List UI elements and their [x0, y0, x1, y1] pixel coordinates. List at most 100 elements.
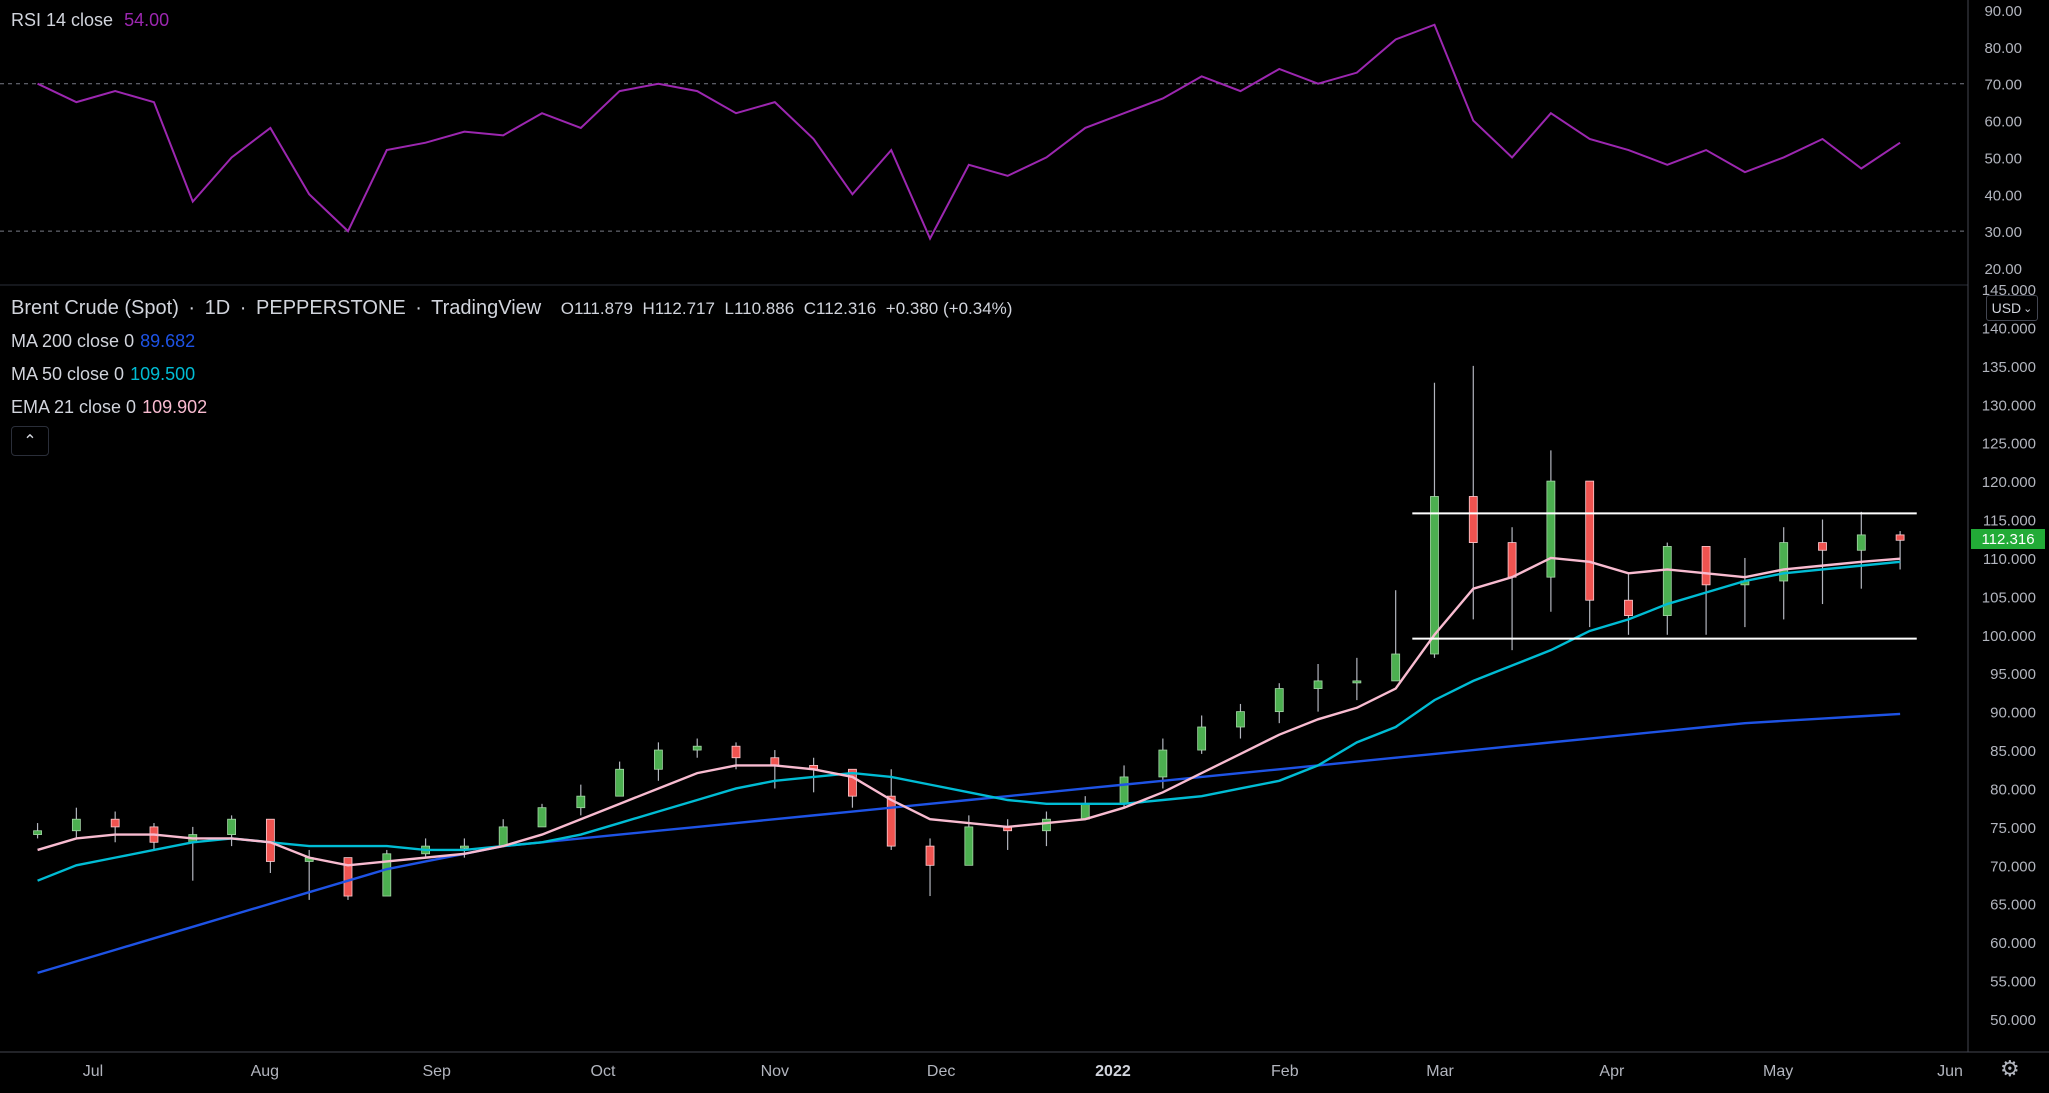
- candle-body-down: [1585, 480, 1595, 601]
- rsi-axis-tick: 20.00: [1984, 261, 2022, 278]
- indicator-label: EMA 21 close 0: [11, 397, 137, 417]
- candle: [1313, 663, 1323, 712]
- candle: [265, 818, 275, 873]
- price-axis-tick: 115.000: [1983, 513, 2036, 530]
- candle-body-up: [1546, 480, 1556, 578]
- candle: [848, 768, 857, 808]
- ohlc-low: L110.886: [724, 299, 795, 318]
- candle-body-up: [1352, 680, 1362, 684]
- chevron-up-icon: ⌃: [23, 433, 37, 450]
- candle-body-up: [227, 818, 236, 835]
- separator: ·: [239, 297, 247, 319]
- candle: [925, 838, 935, 897]
- price-axis-tick: 70.000: [1990, 858, 2036, 875]
- candle-body-up: [498, 826, 508, 847]
- rsi-axis-tick: 50.00: [1984, 150, 2022, 167]
- candle: [1507, 527, 1517, 651]
- broker: PEPPERSTONE: [256, 297, 406, 319]
- candle-body-up: [1158, 749, 1168, 778]
- rsi-axis-tick: 60.00: [1984, 114, 2022, 131]
- symbol-name[interactable]: Brent Crude (Spot): [11, 297, 179, 319]
- rsi-axis-tick: 30.00: [1984, 224, 2022, 241]
- indicator-line: [37, 560, 1901, 882]
- time-axis-tick: Nov: [761, 1063, 789, 1080]
- separator: ·: [415, 297, 422, 319]
- time-axis-tick: Aug: [251, 1063, 279, 1080]
- indicator-line: [37, 556, 1901, 867]
- candle-body-down: [265, 818, 275, 862]
- candle: [421, 838, 430, 858]
- ohlc-open: O111.879: [560, 299, 633, 318]
- rsi-label: RSI 14 close: [11, 10, 114, 30]
- candle: [1236, 703, 1245, 739]
- candle: [576, 784, 586, 816]
- indicator-line: [37, 712, 1901, 975]
- ohlc-high: H112.717: [642, 299, 715, 318]
- price-axis-tick: 100.000: [1982, 628, 2036, 645]
- candle: [1430, 382, 1439, 658]
- time-axis-tick: Feb: [1271, 1063, 1299, 1080]
- price-axis-tick: 125.000: [1982, 436, 2036, 453]
- candle-body-down: [1701, 546, 1711, 586]
- candle: [188, 826, 198, 881]
- candle-body-up: [1197, 726, 1207, 751]
- candle-body-down: [343, 857, 353, 897]
- candle-body-down: [1895, 534, 1905, 541]
- candle: [1740, 557, 1750, 628]
- candle: [1352, 657, 1362, 701]
- candle: [1391, 590, 1401, 682]
- time-axis-tick: 2022: [1095, 1063, 1131, 1080]
- candle-body-up: [71, 818, 81, 832]
- candle: [1468, 365, 1478, 620]
- price-axis-tick: 145.000: [1982, 282, 2036, 299]
- indicator-value: 89.682: [140, 331, 196, 351]
- price-axis-tick: 75.000: [1990, 820, 2036, 837]
- candle: [33, 823, 42, 839]
- separator: ·: [188, 297, 196, 319]
- time-axis-tick: Apr: [1599, 1063, 1625, 1080]
- candle: [886, 769, 896, 850]
- indicator-label: MA 50 close 0: [11, 364, 125, 384]
- time-axis-tick: Dec: [927, 1063, 955, 1080]
- candle-body-up: [1662, 546, 1672, 616]
- gear-icon[interactable]: ⚙: [2000, 1056, 2020, 1081]
- candle-body-down: [886, 795, 896, 847]
- candle-body-down: [848, 768, 857, 797]
- candle-body-up: [654, 749, 663, 770]
- last-price-label: 112.316: [1971, 529, 2045, 549]
- indicator-value: 109.500: [130, 364, 196, 384]
- candle: [1818, 519, 1827, 605]
- candle: [654, 742, 663, 781]
- collapse-legend-button[interactable]: ⌃: [11, 426, 49, 456]
- candle: [1197, 715, 1207, 754]
- indicator-ema21[interactable]: EMA 21 close 0 109.902: [11, 397, 207, 418]
- candle-body-up: [1274, 688, 1284, 713]
- candle-body-up: [1779, 542, 1789, 582]
- candle: [1662, 542, 1672, 635]
- price-axis-tick: 50.000: [1990, 1012, 2036, 1029]
- currency-select[interactable]: USD ⌄: [1986, 295, 2038, 321]
- candle-body-up: [615, 768, 625, 797]
- candle: [110, 811, 120, 843]
- currency-value: USD: [1991, 300, 2022, 316]
- rsi-axis-tick: 90.00: [1984, 3, 2022, 20]
- candle-body-up: [964, 826, 974, 866]
- indicator-label: MA 200 close 0: [11, 331, 135, 351]
- candle-body-up: [33, 830, 42, 835]
- indicator-ma200[interactable]: MA 200 close 0 89.682: [11, 331, 195, 352]
- candle: [1624, 573, 1633, 635]
- rsi-pane: [0, 23, 1968, 241]
- interval[interactable]: 1D: [204, 297, 231, 319]
- candle-body-down: [1624, 599, 1633, 616]
- candle: [1856, 511, 1866, 589]
- rsi-value: 54.00: [124, 10, 170, 30]
- price-axis-tick: 110.000: [1983, 551, 2036, 568]
- price-axis-tick: 85.000: [1990, 743, 2036, 760]
- price-axis-tick: 120.000: [1982, 474, 2036, 491]
- platform: TradingView: [431, 297, 542, 319]
- symbol-header: Brent Crude (Spot) · 1D · PEPPERSTONE · …: [11, 297, 1016, 320]
- candle-body-up: [1856, 534, 1866, 551]
- indicator-ma50[interactable]: MA 50 close 0 109.500: [11, 364, 195, 385]
